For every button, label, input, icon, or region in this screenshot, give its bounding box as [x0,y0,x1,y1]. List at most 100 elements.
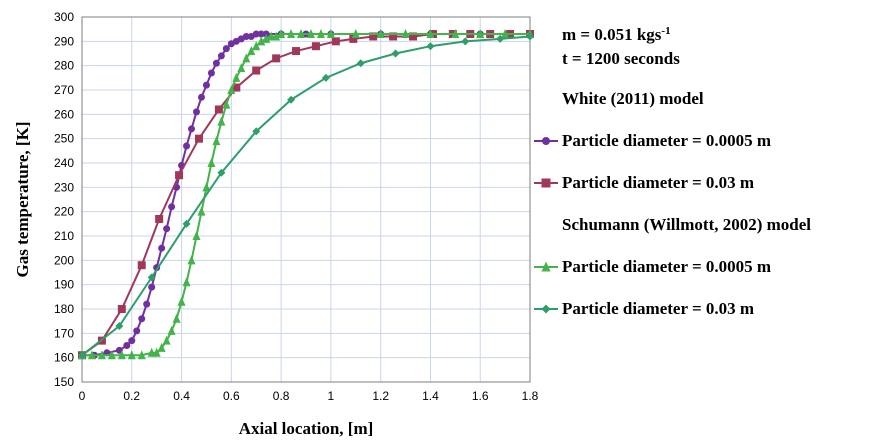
series-line [81,33,530,357]
series-3 [78,29,534,360]
data-point [97,350,106,360]
data-point [311,42,320,51]
data-point [147,273,156,282]
data-point [292,47,301,56]
data-point [242,32,250,40]
data-point [232,83,241,92]
data-point [107,350,116,360]
data-point [197,93,205,101]
data-point [306,29,315,39]
data-point [188,125,196,133]
plot-area [81,16,531,383]
data-point [227,85,236,94]
data-point [409,32,418,41]
data-point [541,261,551,272]
y-tick-label: 260 [54,107,74,121]
data-point [128,337,136,345]
data-point [426,42,435,51]
data-point [297,29,306,39]
data-point [183,142,191,150]
legend-label: Particle diameter = 0.0005 m [562,131,771,150]
data-point [137,261,146,270]
data-point [401,29,410,39]
data-point [168,203,176,211]
data-point [192,108,200,116]
series-line [82,33,530,357]
legend-group-heading: White (2011) model [562,89,704,108]
data-point [541,178,551,188]
data-point [242,53,251,63]
x-tick-label: 1.6 [472,389,489,403]
data-point [212,136,221,146]
series-line [82,33,530,357]
series-line [81,35,531,357]
data-point [349,34,358,43]
data-point [496,34,505,43]
data-point [127,350,136,360]
data-point [287,95,296,104]
data-point [197,206,206,216]
data-point [123,342,131,349]
data-point [351,29,360,39]
y-axis-title: Gas temperature, [K] [13,122,32,278]
data-point [541,304,551,314]
data-point [192,231,201,240]
x-axis-title: Axial location, [m] [239,419,374,438]
data-point [426,29,435,39]
y-tick-label: 190 [54,278,74,292]
data-point [148,283,156,291]
x-tick-label: 1.2 [372,389,389,403]
data-point [391,49,400,58]
y-tick-label: 200 [54,253,74,267]
data-point [461,37,470,46]
y-tick-label: 220 [54,205,74,219]
y-tick-label: 300 [54,10,74,24]
data-point [78,351,86,360]
data-point [163,225,171,233]
data-point [526,32,534,41]
series-4 [78,32,534,360]
data-point [177,296,186,306]
data-point [152,347,161,357]
data-point [476,29,485,39]
series-1 [78,30,534,359]
data-point [115,322,124,331]
data-point [187,255,196,265]
y-tick-label: 150 [54,375,74,389]
y-tick-label: 240 [54,156,74,170]
legend-item: Particle diameter = 0.0005 m [534,257,771,276]
time-annotation: t = 1200 seconds [562,49,680,68]
data-point [207,69,215,77]
y-tick-label: 160 [54,351,74,365]
y-tick-label: 280 [54,59,74,73]
data-point [137,350,146,360]
data-point [252,127,261,136]
data-point [369,32,378,41]
data-point [214,105,223,114]
data-point [117,350,126,360]
y-tick-label: 170 [54,326,74,340]
data-point [316,29,325,39]
data-point [133,327,141,335]
series-lines [78,29,534,360]
x-tick-label: 1.8 [522,389,539,403]
data-point [207,158,216,167]
legend-label: Particle diameter = 0.03 m [562,299,754,318]
data-point [542,137,550,145]
data-point [175,171,184,180]
mass-flow-text: m = 0.051 kgs [562,25,662,44]
x-tick-label: 1 [328,389,335,403]
data-point [277,29,286,39]
x-tick-label: 0.6 [223,389,240,403]
data-point [87,350,96,360]
data-point [356,59,365,68]
data-point [331,37,340,46]
data-point [451,29,460,39]
data-point [172,313,181,323]
data-point [212,59,220,67]
y-tick-label: 210 [54,229,74,243]
data-point [272,31,281,41]
x-tick-label: 0.2 [123,389,140,403]
data-point [117,305,126,313]
legend: White (2011) model Particle diameter = 0.… [534,89,811,318]
